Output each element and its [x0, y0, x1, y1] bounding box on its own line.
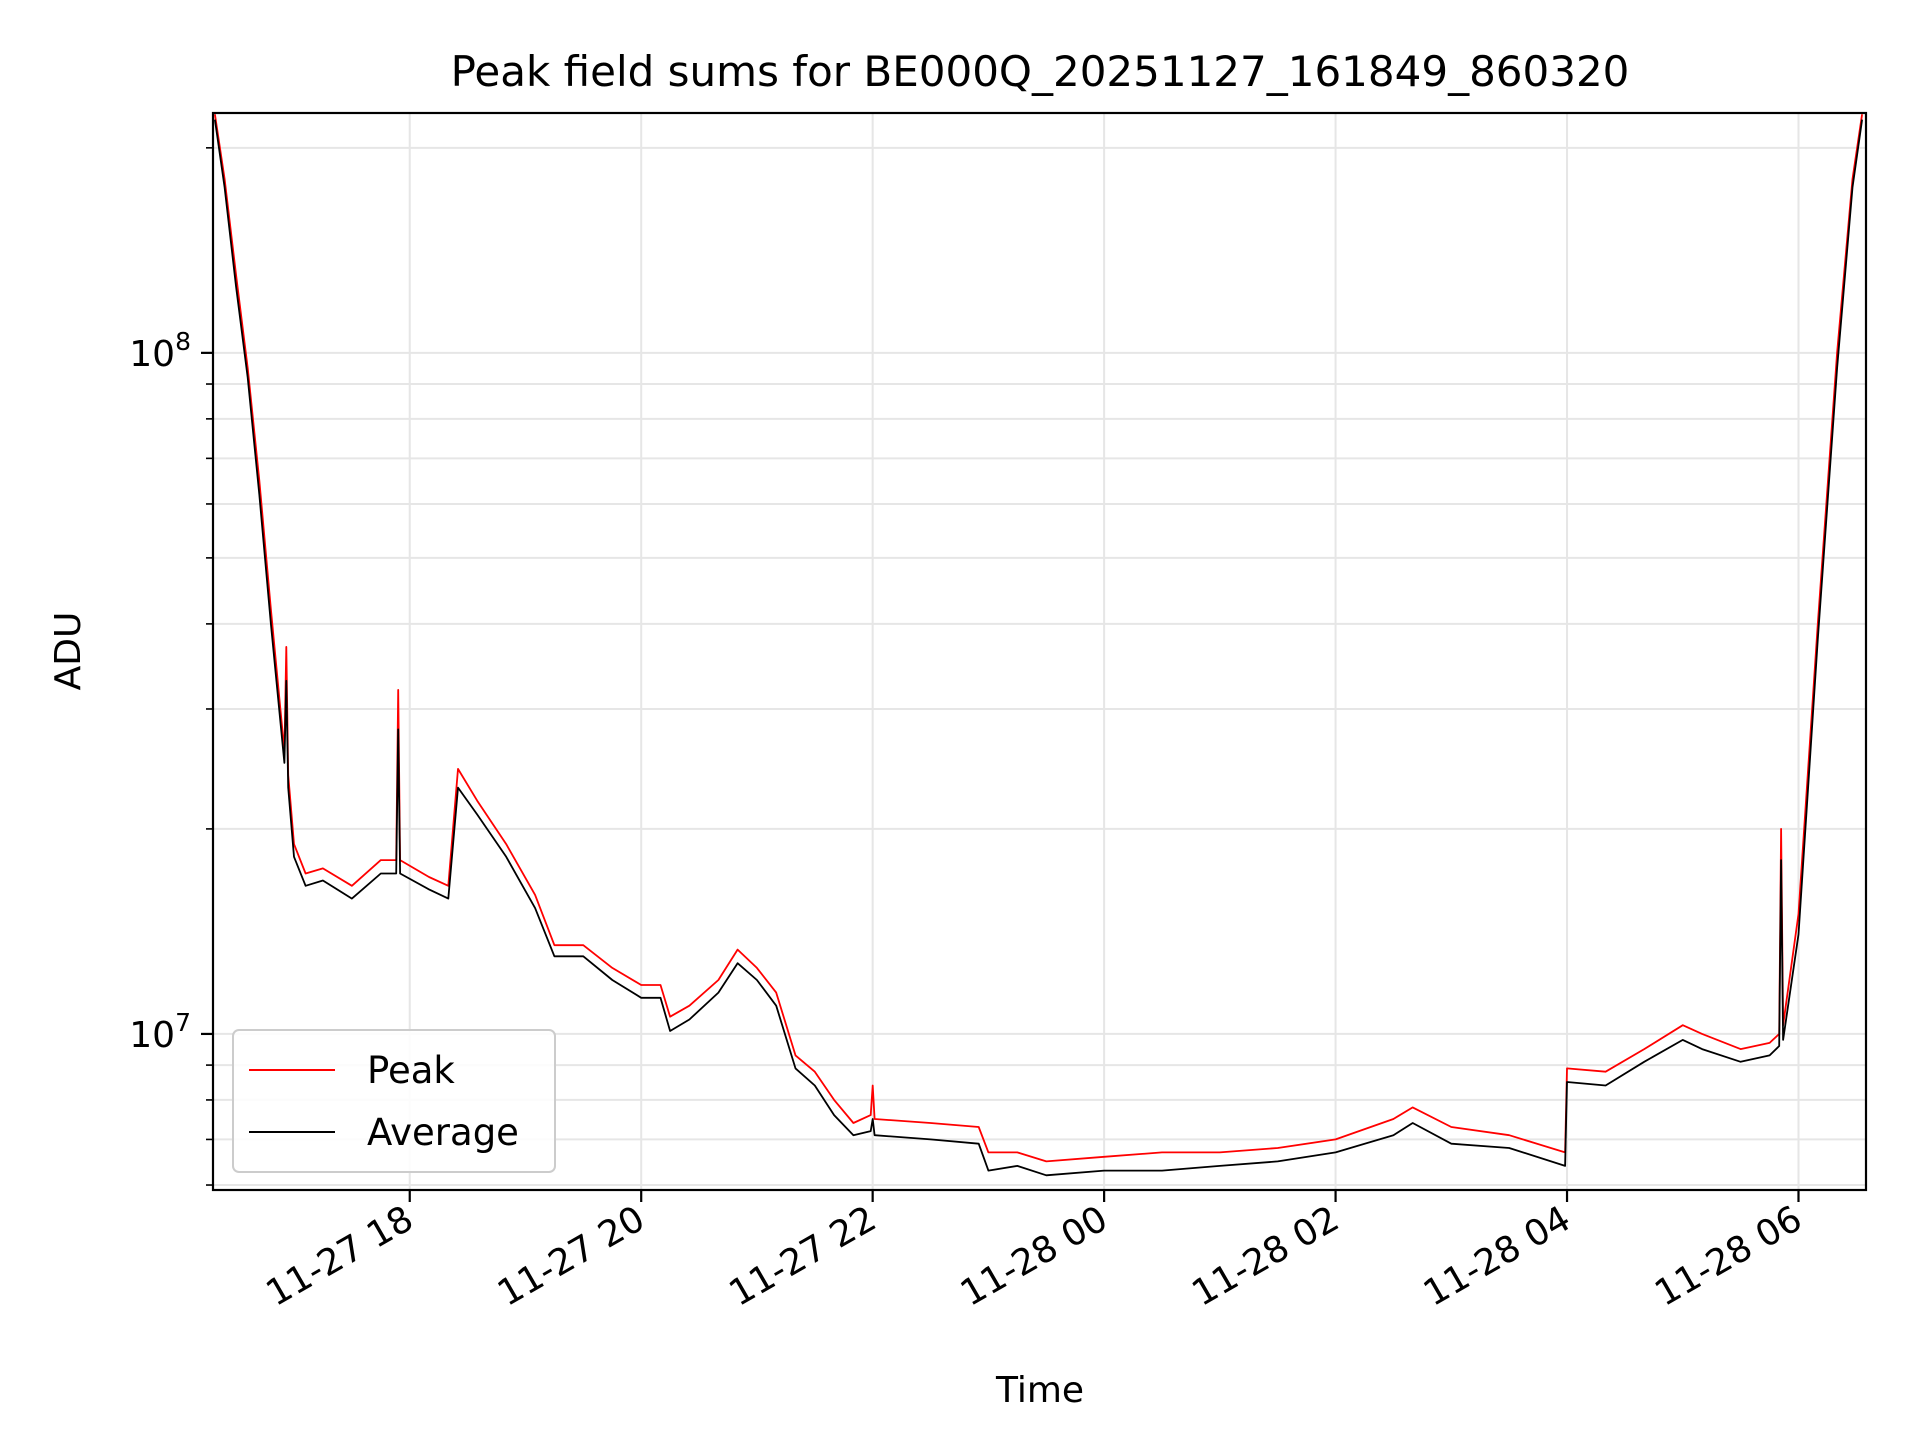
series-line-peak — [214, 114, 1863, 1163]
series-line-average — [214, 119, 1863, 1177]
chart-title: Peak field sums for BE000Q_20251127_1618… — [451, 47, 1630, 96]
y-tick-label: 108 — [129, 327, 191, 375]
plot-area — [213, 113, 1866, 1190]
y-tick-label: 107 — [129, 1008, 191, 1056]
legend-label-average: Average — [367, 1111, 519, 1154]
legend-label-peak: Peak — [367, 1049, 455, 1092]
legend: Peak Average — [232, 1029, 556, 1173]
y-axis: 107 108 — [129, 147, 213, 1186]
x-axis-label: Time — [995, 1370, 1084, 1411]
plot-frame — [211, 111, 1868, 1192]
series-layer — [214, 114, 1863, 1177]
y-axis-label: ADU — [48, 612, 89, 691]
legend-box — [232, 1029, 556, 1173]
